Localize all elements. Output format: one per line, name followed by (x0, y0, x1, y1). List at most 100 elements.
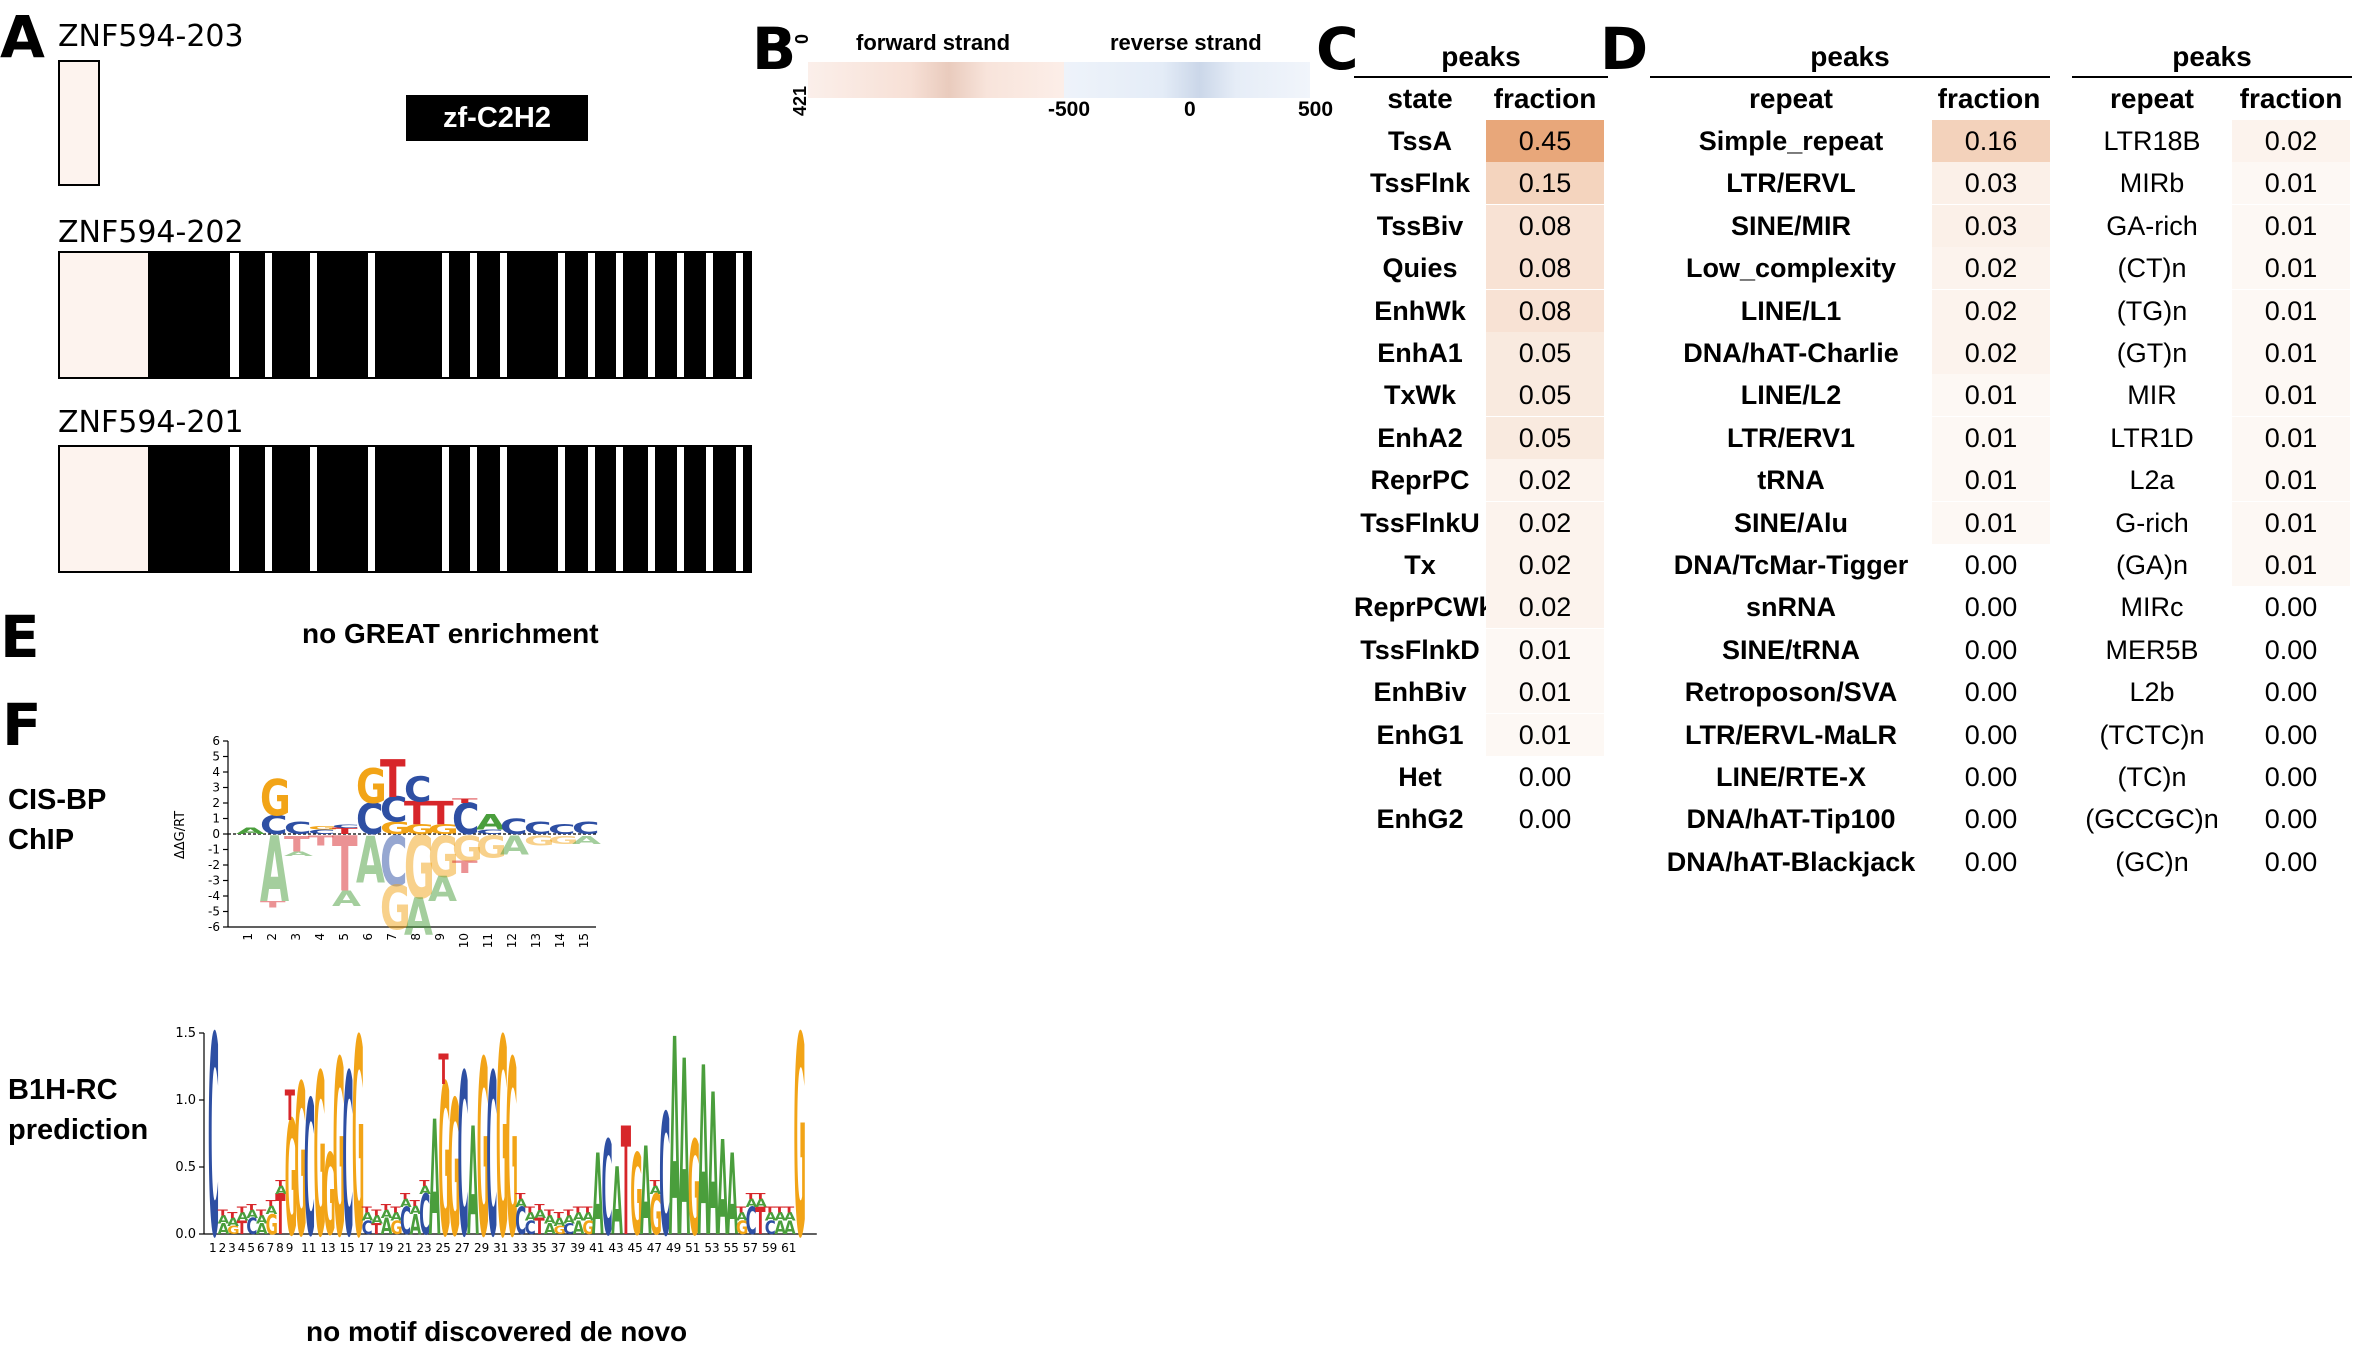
reverse-strand-heatmap (1064, 62, 1310, 98)
logo1-x-tick-label: 11 (481, 933, 495, 948)
logo2-x-tick-label: 5 (247, 1241, 255, 1255)
logo-letter-G: G (333, 1011, 345, 1292)
logo1-x-tick-label: 9 (433, 933, 447, 941)
logo-letter-T: T (650, 1178, 661, 1188)
table-row-label: Low_complexity (1685, 253, 1897, 284)
logo2-x-tick-label: 35 (532, 1241, 547, 1255)
logo-letter-G: G (380, 818, 411, 838)
logo-letter-G: G (308, 825, 339, 830)
logo-letter-C: C (602, 1113, 613, 1265)
logo-letter-T: T (390, 1205, 401, 1215)
domain-legend-label: zf-C2H2 (443, 102, 551, 134)
linker-gap (500, 253, 507, 377)
logo-letter-A: A (544, 1214, 557, 1227)
table-row-label: TssFlnkU (1360, 507, 1480, 538)
logo-letter-G: G (438, 1041, 450, 1284)
logo2-x-tick-label: 49 (666, 1241, 681, 1255)
table-row-fraction: 0.08 (1486, 247, 1604, 290)
logo-letter-A: A (476, 810, 505, 835)
logo2-x-tick-label: 7 (267, 1241, 275, 1255)
logo-letter-A: A (650, 1185, 663, 1198)
logo-letter-T: T (404, 796, 430, 833)
logo-letter-A: A (707, 1052, 719, 1280)
table-row-fraction: 0.05 (1486, 416, 1604, 459)
logo-letter-A: A (573, 1211, 586, 1224)
table-row-fraction: 0.08 (1486, 204, 1604, 247)
linker-gap (588, 447, 595, 571)
logo-letter-A: A (592, 1130, 604, 1260)
logo1-x-tick-label: 3 (289, 933, 303, 941)
logo-letter-A: A (774, 1211, 787, 1224)
logo2-y-tick-label: 1.0 (175, 1093, 196, 1108)
logo2-x-tick-label: 61 (781, 1241, 796, 1255)
table-row-label: DNA/hAT-Charlie (1683, 338, 1899, 368)
table-row-fraction: 0.01 (2232, 374, 2350, 417)
isoform-201-box (58, 445, 752, 573)
panel-label-d: D (1600, 15, 1649, 83)
logo2-x-tick-label: 57 (743, 1241, 758, 1255)
logo-letter-C: C (380, 791, 408, 830)
logo-letter-C: C (400, 1200, 411, 1243)
table-d1-col-fraction: fraction (1937, 83, 2041, 114)
linker-gap (706, 447, 713, 571)
logo1-x-tick-label: 7 (385, 933, 399, 941)
logo-letter-C: C (356, 795, 384, 845)
logo-letter-G: G (448, 1062, 460, 1279)
logo2-x-tick-label: 41 (589, 1241, 604, 1255)
logo-letter-C: C (746, 1200, 757, 1243)
logo2-x-tick-label: 59 (762, 1241, 777, 1255)
table-row-label: DNA/hAT-Blackjack (1666, 846, 1916, 877)
logo2-x-tick-label: 23 (416, 1241, 431, 1255)
logo2-x-tick-label: 37 (551, 1241, 566, 1255)
logo-letter-A: A (410, 1209, 422, 1241)
linker-gap (648, 447, 655, 571)
logo-letter-T: T (515, 1192, 526, 1202)
forward-strand-label: forward strand (856, 30, 1011, 55)
logo-letter-T: T (438, 1047, 449, 1095)
logo2-y-tick-label: 0.5 (175, 1160, 196, 1175)
logo-letter-G: G (477, 1011, 489, 1292)
table-d2-group-header: peaks (2172, 41, 2252, 72)
logo1-y-tick-label: -3 (208, 874, 220, 888)
logo-letter-A: A (236, 826, 265, 836)
table-row-label: EnhG1 (1376, 719, 1464, 750)
non-domain-region (60, 447, 148, 571)
logo-letter-C: C (404, 771, 432, 810)
table-row-label: L2b (2129, 677, 2175, 708)
table-row-fraction: 0.01 (2232, 459, 2350, 502)
table-row-fraction: 0.01 (2232, 289, 2350, 332)
logo-letter-A: A (717, 1113, 729, 1265)
logo1-y-tick-label: -2 (208, 858, 220, 872)
logo-letter-A: A (381, 1214, 393, 1240)
logo-letter-T: T (582, 1205, 593, 1215)
linker-gap (470, 253, 477, 377)
logo1-x-tick-label: 5 (337, 933, 351, 941)
logo-letter-G: G (736, 1216, 748, 1238)
logo-letter-G: G (554, 1225, 566, 1238)
table-row-fraction: 0.01 (1486, 671, 1604, 714)
logo-letter-A: A (467, 1096, 479, 1269)
table-row-label: Quies (1382, 253, 1458, 284)
linker-gap (648, 253, 655, 377)
logo-letter-A: A (572, 834, 602, 847)
linker-gap (616, 253, 623, 377)
table-row-label: MIRc (2120, 592, 2184, 623)
logo-letter-C: C (524, 818, 552, 838)
logo1-y-tick-label: 4 (212, 765, 220, 779)
logo2-x-tick-label: 39 (570, 1241, 585, 1255)
logo-letter-T: T (534, 1214, 544, 1240)
logo-letter-A: A (746, 1198, 759, 1211)
isoform-203-box (58, 60, 100, 186)
logo-letter-C: C (260, 810, 288, 840)
logo1-y-tick-label: -5 (208, 905, 220, 919)
logo-letter-A: A (640, 1123, 652, 1263)
table-row-fraction: 0.01 (2232, 332, 2350, 374)
logo2-x-tick-label: 11 (301, 1241, 316, 1255)
table-row-label: MIR (2127, 380, 2177, 411)
table-row-label: DNA/hAT-Tip100 (1686, 804, 1896, 835)
table-row-label: (CT)n (2117, 253, 2187, 284)
logo-letter-A: A (573, 1216, 585, 1238)
logo-letter-A: A (784, 1216, 796, 1238)
table-row-fraction: 0.45 (1486, 120, 1604, 162)
isoform-name-203: ZNF594-203 (58, 19, 244, 54)
